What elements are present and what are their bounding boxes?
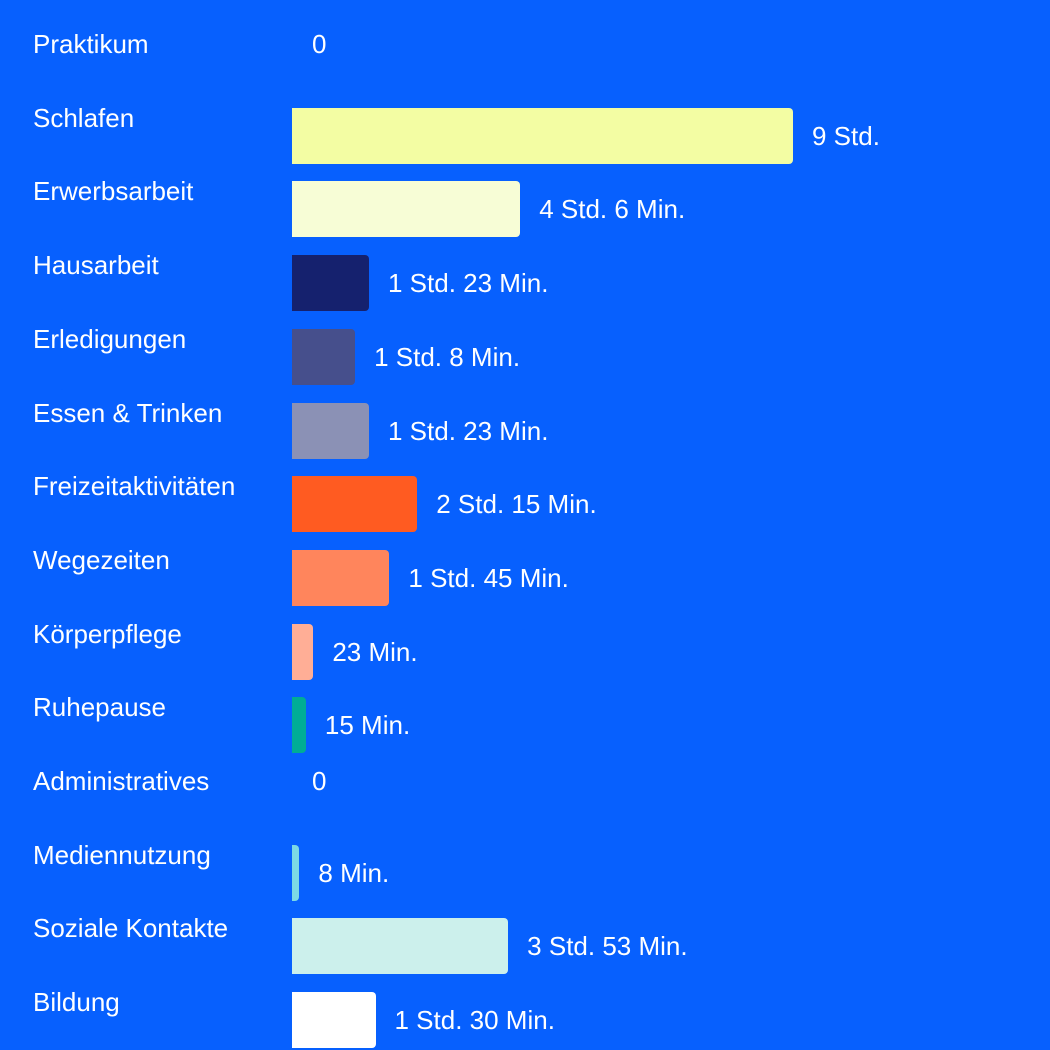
bar [292,328,356,385]
value-label: 1 Std. 45 Min. [408,562,569,593]
value-label: 1 Std. 8 Min. [374,341,521,372]
bar-row: Erledigungen 1 Std. 8 Min. [0,311,1050,385]
category-label: Essen & Trinken [33,397,223,428]
bar [292,255,369,312]
value-label: 1 Std. 23 Min. [388,268,549,299]
bar [292,918,509,975]
bar [292,402,369,459]
bar [292,549,390,606]
value-label: 23 Min. [332,636,418,667]
bar-row: Mediennutzung 8 Min. [0,827,1050,901]
category-label: Erwerbsarbeit [33,176,194,207]
value-label: 1 Std. 30 Min. [394,1005,555,1036]
bar-row: Praktikum 0 [0,16,1050,90]
value-label: 8 Min. [318,857,390,888]
category-label: Wegezeiten [33,544,170,575]
bar [292,476,418,533]
category-label: Körperpflege [33,618,182,649]
bar-row: Soziale Kontakte 3 Std. 53 Min. [0,900,1050,975]
value-label: 2 Std. 15 Min. [436,489,597,520]
category-label: Hausarbeit [33,250,159,281]
value-label: 0 [312,29,327,59]
category-label: Administratives [33,766,210,796]
value-label: 1 Std. 23 Min. [388,415,549,446]
category-label: Bildung [33,987,120,1018]
value-label: 0 [312,766,327,796]
category-label: Ruhepause [33,692,166,723]
category-label: Erledigungen [33,323,187,354]
bar [292,181,521,238]
bar [292,992,376,1049]
category-label: Praktikum [33,29,149,59]
bar-row: Schlafen 9 Std. [0,90,1050,164]
bar-row: Essen & Trinken 1 Std. 23 Min. [0,385,1050,459]
bar-row: Erwerbsarbeit 4 Std. 6 Min. [0,163,1050,238]
bar-row: Hausarbeit 1 Std. 23 Min. [0,237,1050,312]
category-label: Mediennutzung [33,839,211,870]
bar [292,107,793,164]
bar [292,623,314,680]
value-label: 15 Min. [324,710,411,741]
bar [292,697,306,754]
bar-row: Freizeitaktivitäten 2 Std. 15 Min. [0,458,1050,533]
bar-row: Körperpflege 23 Min. [0,606,1050,680]
bar-row: Administratives 0 [0,753,1050,827]
bar [292,844,300,901]
bar-row: Bildung 1 Std. 30 Min. [0,974,1050,1049]
category-label: Schlafen [33,102,135,133]
bar-row: Wegezeiten 1 Std. 45 Min. [0,532,1050,606]
bar-row: Ruhepause 15 Min. [0,679,1050,754]
value-label: 4 Std. 6 Min. [539,194,686,225]
value-label: 3 Std. 53 Min. [527,931,688,962]
category-label: Freizeitaktivitäten [33,471,236,502]
value-label: 9 Std. [812,120,880,151]
category-label: Soziale Kontakte [33,913,229,944]
